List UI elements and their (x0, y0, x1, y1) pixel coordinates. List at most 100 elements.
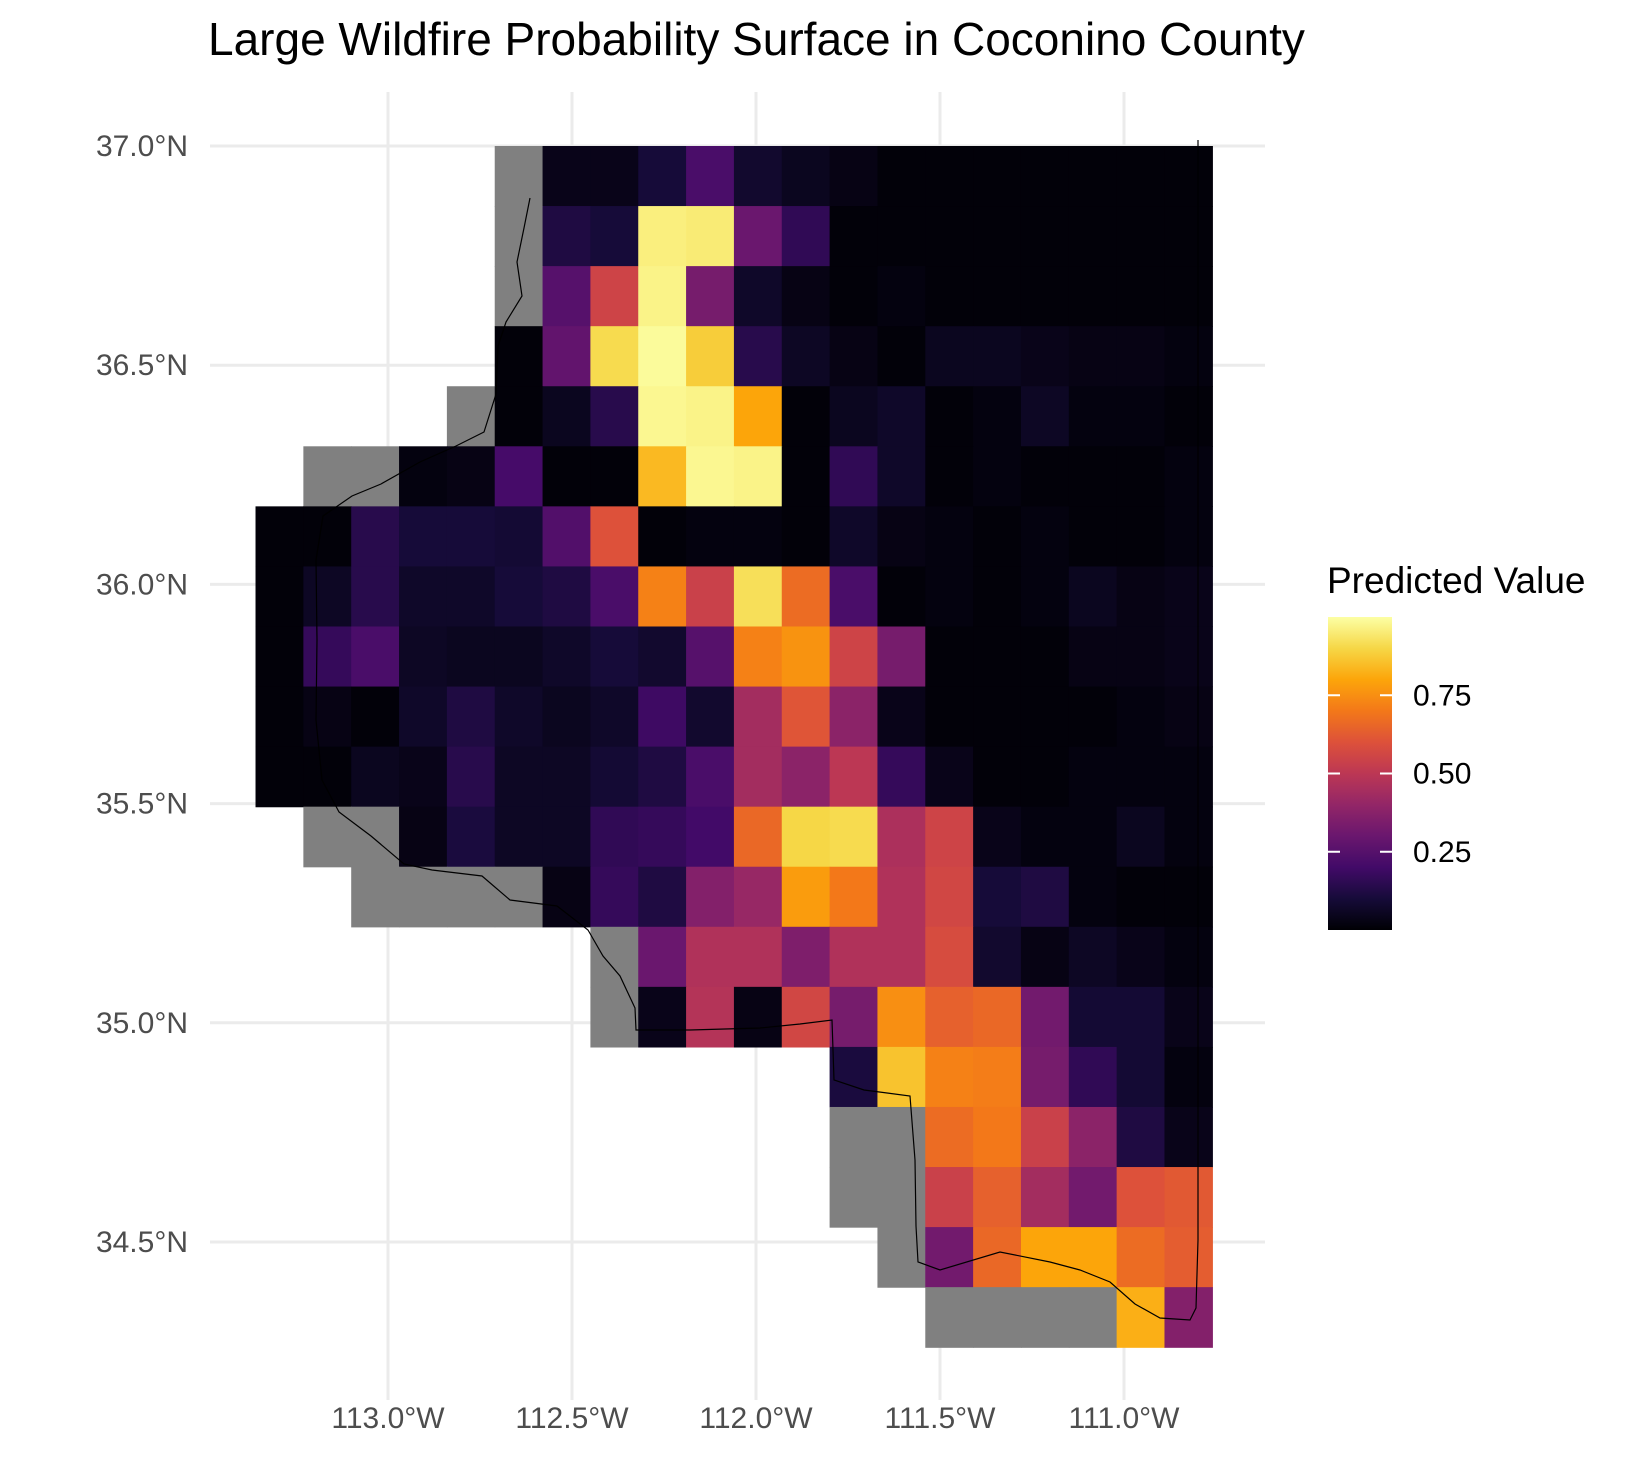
heatmap-cell (1116, 1046, 1166, 1108)
heatmap-cell (925, 866, 974, 928)
county-boundary-line (315, 140, 1199, 1321)
missing-cell (303, 806, 352, 868)
heatmap-cell (1020, 986, 1070, 1048)
x-tick-label: 112.0°W (699, 1402, 813, 1435)
heatmap-cell (494, 566, 544, 628)
heatmap-cell (590, 686, 639, 748)
heatmap-cell (399, 566, 448, 628)
heatmap-cell (829, 326, 879, 387)
legend-tick-label: 0.25 (1413, 836, 1471, 869)
heatmap-cell (733, 266, 783, 327)
heatmap-cell (781, 326, 831, 387)
heatmap-cell (1164, 926, 1213, 988)
legend-tick-label: 0.75 (1413, 679, 1471, 712)
heatmap-cell (494, 686, 544, 748)
x-tick-label: 111.5°W (885, 1402, 997, 1435)
heatmap-cell (1164, 1287, 1213, 1348)
heatmap-cell (877, 1046, 926, 1108)
missing-cell (1068, 1287, 1118, 1348)
heatmap-cell (494, 446, 544, 507)
heatmap-cell (1116, 386, 1166, 447)
heatmap-cell (877, 146, 926, 207)
heatmap-cell (973, 506, 1022, 568)
heatmap-cell (733, 446, 783, 507)
heatmap-cell (590, 146, 639, 207)
heatmap-cell (1068, 1227, 1118, 1288)
heatmap-cell (973, 686, 1022, 748)
heatmap-cell (925, 926, 974, 988)
heatmap-cell (1116, 1167, 1166, 1228)
heatmap-cell (733, 926, 783, 988)
heatmap-cell (542, 146, 591, 207)
heatmap-cell (638, 686, 687, 748)
heatmap-cell (877, 866, 926, 928)
missing-cell (590, 986, 639, 1048)
heatmap-cell (590, 326, 639, 387)
heatmap-cell (446, 566, 496, 628)
heatmap-cell (1116, 206, 1166, 267)
missing-cell (1020, 1287, 1070, 1348)
heatmap-cell (638, 866, 687, 928)
heatmap-cell (686, 386, 735, 447)
missing-cell (494, 206, 544, 267)
legend-tick-label: 0.50 (1413, 758, 1471, 791)
heatmap-cell (446, 806, 496, 868)
heatmap-cell (781, 146, 831, 207)
heatmap-cell (590, 446, 639, 507)
heatmap-cell (973, 926, 1022, 988)
heatmap-cell (1116, 926, 1166, 988)
heatmap-cell (303, 626, 352, 688)
heatmap-cell (351, 626, 400, 688)
heatmap-cell (351, 746, 400, 808)
heatmap-cell (494, 386, 544, 447)
heatmap-cell (1116, 266, 1166, 327)
heatmap-cell (733, 146, 783, 207)
heatmap-cell (925, 746, 974, 808)
missing-cell (494, 146, 544, 207)
heatmap-cell (973, 746, 1022, 808)
heatmap-cell (973, 1106, 1022, 1168)
heatmap-cell (1164, 446, 1213, 507)
heatmap-cell (255, 746, 304, 808)
heatmap-cell (973, 206, 1022, 267)
heatmap-cell (829, 266, 879, 327)
y-axis-ticks: 37.0°N 36.5°N 36.0°N 35.5°N 35.0°N 34.5°N (96, 130, 188, 1259)
heatmap-cell (638, 926, 687, 988)
heatmap-cell (1116, 146, 1166, 207)
heatmap-cell (877, 446, 926, 507)
heatmap-cell (877, 626, 926, 688)
heatmap-cell (781, 266, 831, 327)
x-tick-label: 111.0°W (1069, 1402, 1181, 1435)
heatmap-cell (1020, 806, 1070, 868)
heatmap-cell (781, 386, 831, 447)
heatmap-cell (638, 146, 687, 207)
heatmap-cell (1164, 506, 1213, 568)
heatmap-cell (925, 986, 974, 1048)
heatmap-cell (303, 686, 352, 748)
heatmap-cell (542, 386, 591, 447)
y-tick-label: 35.5°N (96, 788, 188, 821)
heatmap-cell (542, 446, 591, 507)
legend-ticks: 0.25 0.50 0.75 (1328, 679, 1471, 869)
heatmap-cell (542, 806, 591, 868)
heatmap-cell (1164, 266, 1213, 327)
heatmap-cell (781, 506, 831, 568)
heatmap-cell (1068, 986, 1118, 1048)
heatmap-cell (1068, 386, 1118, 447)
heatmap-cell (1020, 866, 1070, 928)
heatmap-cell (590, 206, 639, 267)
heatmap-cell (399, 746, 448, 808)
heatmap-cell (1164, 386, 1213, 447)
heatmap-cell (1068, 866, 1118, 928)
heatmap-cells (255, 146, 1213, 1348)
heatmap-cell (925, 146, 974, 207)
heatmap-cell (638, 746, 687, 808)
heatmap-cell (494, 746, 544, 808)
heatmap-cell (829, 686, 879, 748)
heatmap-cell (973, 866, 1022, 928)
heatmap-cell (590, 806, 639, 868)
missing-cell (829, 1106, 879, 1168)
heatmap-cell (1116, 566, 1166, 628)
heatmap-cell (877, 686, 926, 748)
legend: Predicted Value 0.25 0.50 0.75 (1327, 560, 1585, 930)
